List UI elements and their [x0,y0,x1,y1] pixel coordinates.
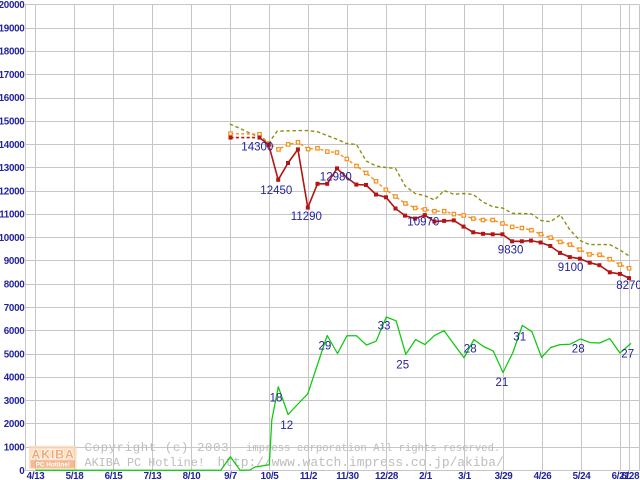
svg-text:6/15: 6/15 [105,471,124,480]
svg-text:14000: 14000 [0,140,25,151]
svg-text:33: 33 [378,320,391,332]
svg-text:28: 28 [464,344,477,356]
svg-text:9/7: 9/7 [224,471,238,480]
svg-text:1000: 1000 [4,443,25,454]
svg-text:2000: 2000 [4,419,25,430]
svg-text:14300: 14300 [241,142,273,154]
svg-text:20000: 20000 [0,0,25,11]
svg-text:2/1: 2/1 [419,471,433,480]
svg-text:0: 0 [19,466,25,477]
svg-text:3000: 3000 [4,396,25,407]
svg-text:5/24: 5/24 [573,471,592,480]
svg-text:7/13: 7/13 [144,471,163,480]
svg-text:4/26: 4/26 [534,471,553,480]
svg-text:impress corporation All rights: impress corporation All rights reserved. [246,443,500,455]
svg-text:9000: 9000 [4,256,25,267]
svg-text:16000: 16000 [0,93,25,104]
svg-text:28: 28 [572,344,585,356]
svg-text:8000: 8000 [4,280,25,291]
svg-text:10000: 10000 [0,233,25,244]
svg-text:21: 21 [496,377,509,389]
svg-text:PC Hotline!: PC Hotline! [36,461,70,468]
svg-text:27: 27 [621,348,634,360]
svg-text:11290: 11290 [291,211,322,223]
svg-text:6/28: 6/28 [621,471,640,480]
svg-text:4/13: 4/13 [27,471,46,480]
svg-text:10970: 10970 [407,217,439,229]
svg-text:15000: 15000 [0,117,25,128]
svg-text:12: 12 [280,420,293,432]
svg-text:7000: 7000 [4,303,25,314]
svg-text:AKIBA PC Hotline!: AKIBA PC Hotline! [85,456,205,470]
svg-text:11/30: 11/30 [336,471,359,480]
svg-text:AKIBA: AKIBA [31,448,74,462]
svg-text:11/2: 11/2 [300,471,318,480]
svg-text:9100: 9100 [558,262,584,274]
svg-text:31: 31 [513,332,526,344]
svg-text:5/18: 5/18 [66,471,85,480]
svg-text:12/28: 12/28 [375,471,399,480]
svg-text:18: 18 [270,392,283,404]
svg-text:11000: 11000 [0,210,25,221]
svg-text:18000: 18000 [0,47,25,58]
svg-text:6/21: 6/21 [612,471,631,480]
svg-text:3/1: 3/1 [458,471,472,480]
svg-text:17000: 17000 [0,70,25,81]
svg-text:http://www.watch.impress.co.jp: http://www.watch.impress.co.jp/akiba/ [218,455,504,470]
svg-text:6000: 6000 [4,326,25,337]
svg-text:9830: 9830 [498,245,524,257]
svg-text:12450: 12450 [260,185,292,197]
svg-text:8270: 8270 [616,280,640,292]
svg-text:12980: 12980 [320,172,352,184]
svg-text:13000: 13000 [0,163,25,174]
svg-text:8/10: 8/10 [183,471,202,480]
svg-text:5000: 5000 [4,349,25,360]
svg-text:19000: 19000 [0,23,25,34]
svg-text:25: 25 [396,359,409,371]
svg-text:3/29: 3/29 [495,471,514,480]
svg-text:12000: 12000 [0,186,25,197]
svg-text:29: 29 [319,341,332,353]
svg-text:4000: 4000 [4,373,25,384]
svg-text:10/5: 10/5 [261,471,280,480]
svg-text:Copyright (c) 2003: Copyright (c) 2003 [85,441,230,455]
